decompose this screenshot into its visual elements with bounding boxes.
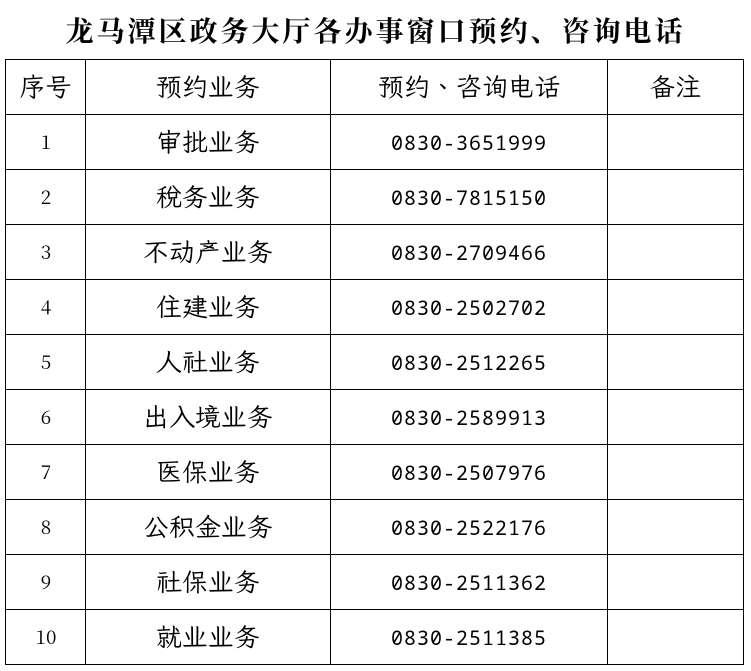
svg-text:4: 4 [40, 294, 51, 320]
svg-text:5: 5 [40, 349, 50, 375]
svg-text:6: 6 [40, 404, 50, 430]
svg-text:2: 2 [40, 184, 50, 210]
svg-text:3: 3 [40, 239, 50, 265]
svg-text:9: 9 [40, 569, 50, 595]
svg-text:1: 1 [40, 129, 50, 155]
svg-text:8: 8 [40, 514, 50, 540]
svg-text:10: 10 [35, 624, 56, 650]
svg-text:7: 7 [40, 459, 50, 485]
